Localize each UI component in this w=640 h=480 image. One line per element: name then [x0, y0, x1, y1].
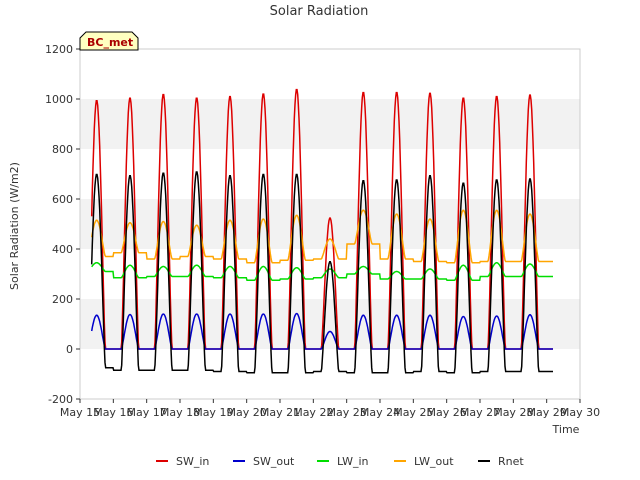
series-layer	[90, 88, 553, 374]
x-tick-label: May 20	[227, 406, 267, 419]
station-badge-box	[79, 31, 139, 51]
plot-border	[79, 48, 581, 400]
y-axis-ticks: -200 0 200 400 600 800 1000 1200	[45, 43, 80, 406]
x-tick-label: May 27	[460, 406, 500, 419]
x-tick-label: May 21	[260, 406, 300, 419]
y-tick-label: 0	[66, 343, 73, 356]
legend-label: LW_in	[337, 455, 369, 468]
grid-band	[80, 99, 580, 149]
legend-label: SW_in	[176, 455, 209, 468]
y-tick-label: 1200	[45, 43, 73, 56]
series-line-sw-out	[90, 312, 553, 350]
y-tick-label: 400	[52, 243, 73, 256]
x-tick-label: May 23	[327, 406, 367, 419]
station-badge: BC_met	[79, 31, 139, 51]
x-tick-label: May 17	[127, 406, 167, 419]
x-tick-label: May 15	[60, 406, 100, 419]
y-tick-label: 1000	[45, 93, 73, 106]
x-tick-label: May 29	[527, 406, 567, 419]
x-tick-label: May 30	[560, 406, 600, 419]
series-line-rnet	[90, 171, 553, 374]
station-label: BC_met	[87, 36, 133, 49]
grid-band	[80, 299, 580, 349]
legend-label: LW_out	[414, 455, 454, 468]
grid-band	[80, 199, 580, 249]
x-tick-label: May 16	[93, 406, 133, 419]
chart-title: Solar Radiation	[270, 4, 369, 19]
x-tick-label: May 26	[427, 406, 467, 419]
x-tick-label: May 19	[193, 406, 233, 419]
y-tick-label: 600	[52, 193, 73, 206]
x-tick-label: May 24	[360, 406, 400, 419]
x-tick-label: May 22	[293, 406, 333, 419]
x-tick-label: May 18	[160, 406, 200, 419]
x-tick-label: May 28	[493, 406, 533, 419]
series-line-lw-out	[90, 209, 553, 264]
y-axis-label: Solar Radiation (W/m2)	[8, 162, 21, 290]
y-tick-label: 800	[52, 143, 73, 156]
y-tick-label: 200	[52, 293, 73, 306]
x-axis-label: Time	[552, 423, 580, 436]
x-tick-label: May 25	[393, 406, 433, 419]
y-tick-label: -200	[48, 393, 73, 406]
legend: SW_in SW_out LW_in LW_out Rnet	[156, 455, 524, 468]
legend-label: Rnet	[498, 455, 524, 468]
legend-label: SW_out	[253, 455, 295, 468]
plot-area	[79, 48, 581, 400]
